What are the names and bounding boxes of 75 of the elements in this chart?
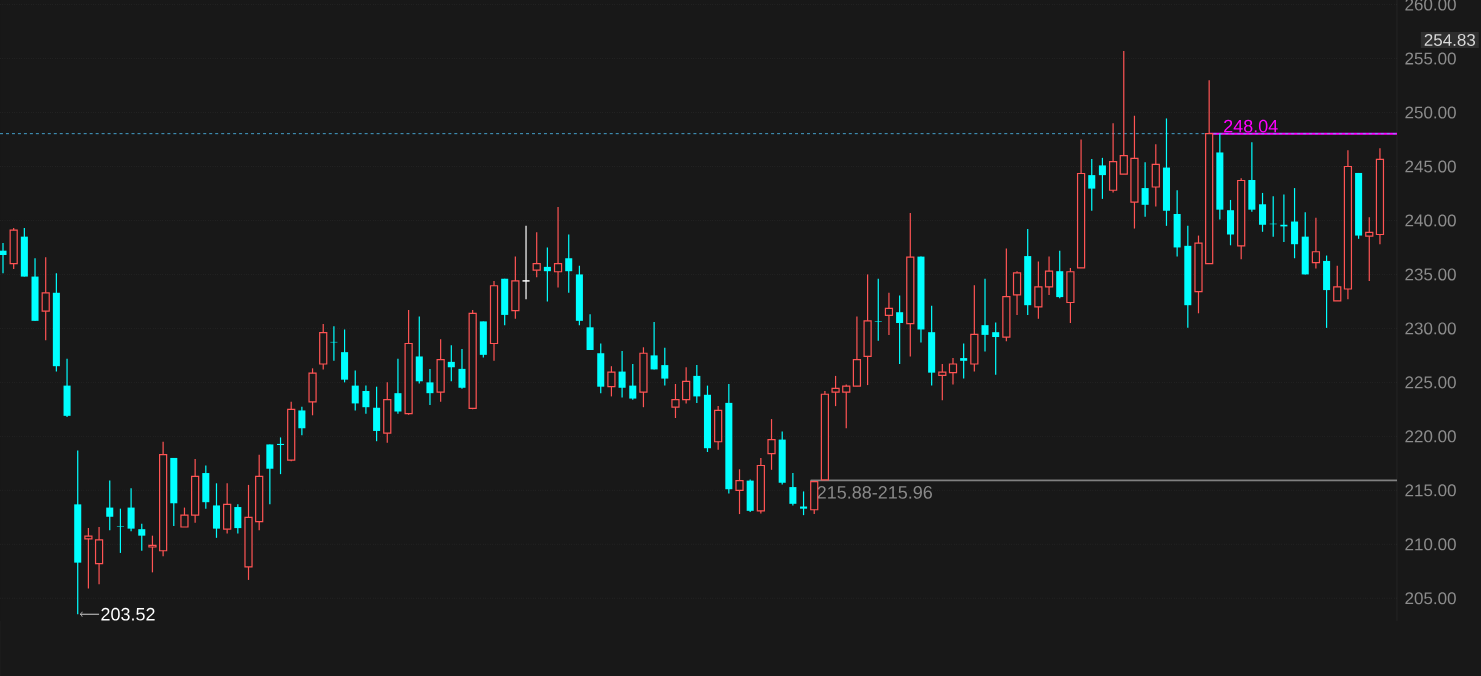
y-tick-label: 205.00 [1405,592,1456,605]
text: 254.83 [1424,33,1476,47]
candlestick [735,468,744,515]
candlestick [543,246,551,303]
candlestick [362,385,370,415]
ref-line-label: 248.04 [1224,119,1278,133]
annotation: 203.52 [101,607,155,621]
y-tick-label: 230.00 [1405,322,1456,335]
candlestick [1034,260,1043,320]
candlestick [789,472,797,507]
candlestick [373,386,381,442]
candlestick [148,535,157,573]
candlestick [693,364,701,404]
candlestick [41,256,50,341]
candlestick [1044,256,1054,296]
y-tick-label: 220.00 [1405,430,1456,443]
candlestick [94,526,104,585]
candlestick [447,344,455,382]
y-tick-label: 225.00 [1405,376,1456,389]
candlestick [553,206,563,288]
y-tick-label: 210.00 [1405,538,1456,551]
candlestick [84,527,93,590]
y-tick-label: 240.00 [1405,214,1456,227]
candlestick [981,278,989,353]
candlestick [1333,265,1342,302]
candlestick [767,418,776,471]
candlestick [116,508,124,554]
candlestick [650,321,658,371]
candlestick [884,292,894,336]
candlestick [1151,143,1160,208]
candlestick [800,490,808,516]
candlestick [938,363,947,401]
candlestick [831,375,840,407]
candlestick [896,294,904,365]
y-tick-label: 255.00 [1405,52,1456,65]
candlestick [1141,161,1149,218]
candlestick [0,242,7,274]
candlestick [1259,192,1267,233]
candlestick [298,406,306,436]
candlestick [1012,270,1022,316]
candlestick [532,231,541,278]
candlestick [607,365,616,398]
candlestick [1098,157,1106,200]
candlestick [960,342,968,380]
y-tick-label: 235.00 [1405,268,1456,281]
candlestick [629,363,637,401]
candlestick [661,347,669,387]
y-tick-label: 250.00 [1405,106,1456,119]
candlestick [212,482,221,539]
candlestick [106,480,114,531]
candlestick [521,225,531,300]
candlestick [618,350,626,399]
candlestick [682,366,691,405]
candlestick [1311,217,1321,270]
candlestick [394,358,402,415]
candlestick [1365,216,1374,282]
candlestick [565,233,573,294]
candlestick [138,523,146,552]
candlestick [458,348,466,390]
candlestick [992,321,1000,376]
candlestick [127,487,135,532]
candlestick [671,383,680,419]
candlestick [426,368,434,406]
candlestick [842,383,851,429]
candlestick [874,278,882,342]
candlestick [948,357,958,386]
candlestick [351,369,359,412]
candlestick [586,313,594,351]
candlestick [180,506,189,528]
candlestick [1119,50,1128,175]
candlestick [1088,158,1096,212]
y-tick-label: 215.00 [1405,484,1456,497]
candlestick [1291,187,1299,259]
candlestick [234,503,242,535]
y-tick-label: 245.00 [1405,160,1456,173]
